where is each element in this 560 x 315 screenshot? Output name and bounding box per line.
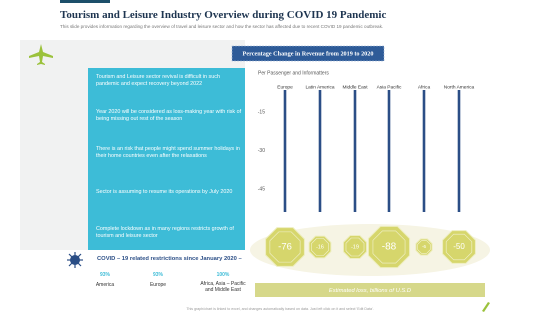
- category-label: North America: [444, 84, 475, 90]
- restrictions-title: COVID – 19 related restrictions since Ja…: [97, 256, 242, 262]
- stat-value: 93%: [99, 272, 110, 278]
- value-label: -50: [453, 242, 465, 251]
- bullet: There is an risk that people might spend…: [96, 146, 240, 159]
- y-tick-label: -45: [258, 186, 265, 192]
- bullet: Complete lockdown as in many regions res…: [96, 226, 234, 239]
- virus-icon: [67, 252, 83, 268]
- octagon-inner: [269, 231, 301, 263]
- value-label: -76: [278, 242, 292, 253]
- bullet: Sector is assuming to resume its operati…: [96, 189, 233, 195]
- chart-subtitle: Per Passenger and Informatters: [258, 70, 329, 76]
- category-label: Europe: [277, 84, 293, 90]
- stat-label: Europe: [149, 282, 167, 288]
- stat-label: America: [95, 282, 115, 288]
- stat-value: 93%: [152, 272, 163, 278]
- stat-value: 100%: [216, 272, 230, 278]
- octagon-inner: [345, 237, 365, 257]
- legend-box: [255, 283, 485, 297]
- value-label: -6: [422, 244, 426, 249]
- value-label: -19: [351, 244, 359, 250]
- octagon-inner: [417, 240, 431, 254]
- octagon-inner: [445, 233, 473, 261]
- category-label: Latin America: [305, 84, 334, 90]
- octagon-inner: [311, 238, 329, 256]
- octagon: [342, 234, 368, 260]
- title: Tourism and Leisure Industry Overview du…: [60, 9, 387, 21]
- top-accent: [60, 0, 110, 3]
- category-label: Asia Pacific: [377, 84, 402, 90]
- text-box: [88, 68, 245, 250]
- octagon: [367, 225, 411, 269]
- category-label: Middle East: [342, 84, 368, 90]
- value-label: -88: [382, 242, 397, 253]
- legend-label: Estimated loss, billions of U.S.D: [329, 288, 411, 294]
- stat-label: Africa, Asia – Pacific and Middle East: [200, 281, 246, 293]
- octagon: [442, 230, 476, 264]
- pencil-icon: [482, 302, 490, 312]
- chart-title-box: [231, 45, 385, 62]
- plane-icon: [29, 44, 53, 65]
- footer: This graph/chart is linked to excel, and…: [186, 307, 373, 311]
- bullet: Tourism and Leisure sector revival is di…: [96, 74, 220, 87]
- octagon: [415, 238, 433, 256]
- octagon: [265, 227, 305, 267]
- y-tick-label: -30: [258, 148, 265, 154]
- octagon: [308, 235, 332, 259]
- bullet: Year 2020 will be considered as loss-mak…: [96, 109, 242, 122]
- chart-title: Percentage Change in Revenue from 2019 t…: [243, 50, 374, 57]
- value-label: -16: [316, 244, 324, 250]
- subtitle: This slide provides information regardin…: [60, 24, 384, 29]
- category-label: Africa: [418, 84, 431, 90]
- y-tick-label: -15: [258, 109, 265, 115]
- octagon-inner: [372, 230, 406, 264]
